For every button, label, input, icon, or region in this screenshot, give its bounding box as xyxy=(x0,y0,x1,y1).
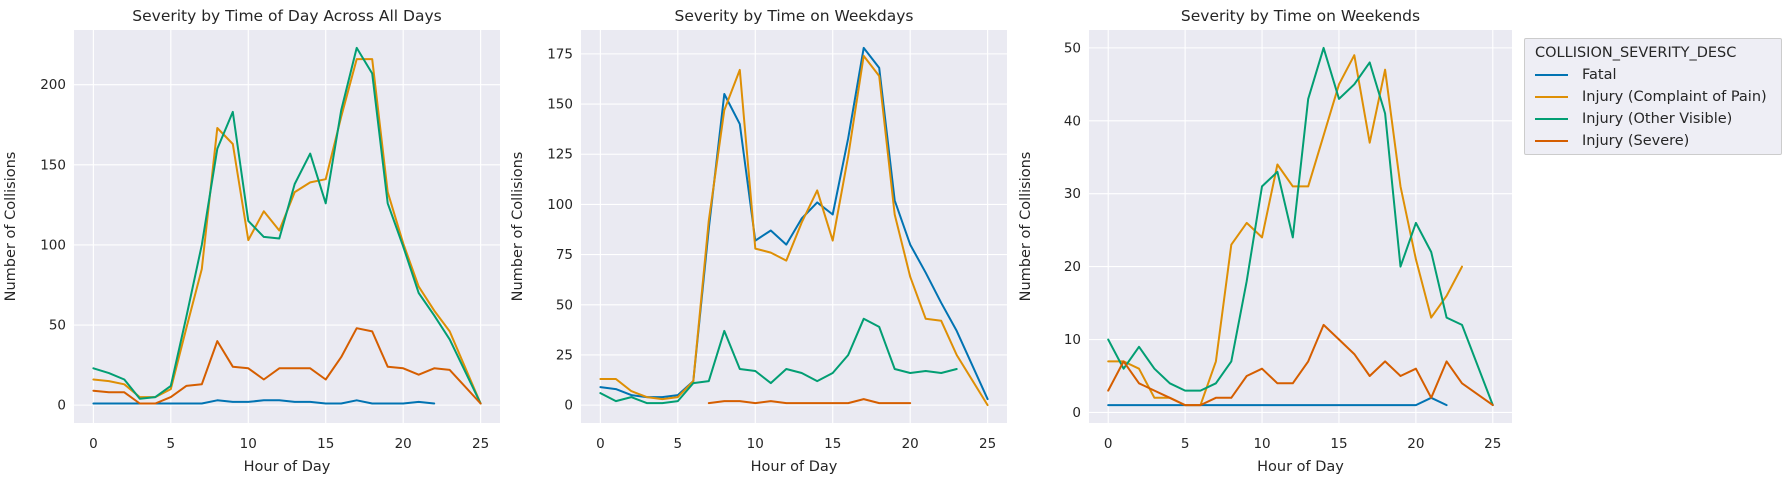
legend-item-label: Injury (Complaint of Pain) xyxy=(1582,89,1767,105)
y-tick-label: 200 xyxy=(40,77,66,93)
chart-title: Severity by Time on Weekdays xyxy=(674,7,913,25)
y-tick-label: 0 xyxy=(1072,405,1081,421)
y-tick-label: 100 xyxy=(547,197,573,213)
y-tick-label: 20 xyxy=(1064,259,1081,275)
y-tick-label: 50 xyxy=(49,318,66,334)
plot-area xyxy=(1089,30,1512,423)
y-tick-label: 100 xyxy=(40,237,66,253)
y-axis-label: Number of Collisions xyxy=(3,152,19,302)
y-tick-label: 50 xyxy=(1064,40,1081,56)
y-tick-label: 10 xyxy=(1064,332,1081,348)
plot-area xyxy=(581,30,1007,423)
y-axis-label: Number of Collisions xyxy=(510,152,526,302)
legend: COLLISION_SEVERITY_DESC Fatal Injury (Com… xyxy=(1524,38,1782,155)
x-axis-label: Hour of Day xyxy=(1257,459,1344,475)
series-line-injury-other-visible xyxy=(599,317,958,405)
legend-line-swatch-icon xyxy=(1535,139,1568,143)
legend-item: Injury (Complaint of Pain) xyxy=(1533,86,1773,108)
chart-1: 0 5 10 15 20 25 0 25 50 75 100 125 150 175 Severity by… xyxy=(510,7,1007,475)
legend-item: Fatal xyxy=(1533,64,1773,86)
x-tick-label: 15 xyxy=(824,436,841,452)
y-tick-label: 150 xyxy=(40,157,66,173)
series-line-injury-severe xyxy=(1107,323,1494,407)
x-tick-label: 20 xyxy=(395,436,412,452)
y-tick-label: 40 xyxy=(1064,113,1081,129)
x-tick-label: 10 xyxy=(240,436,257,452)
x-tick-label: 25 xyxy=(1484,436,1501,452)
legend-line-swatch-icon xyxy=(1535,95,1568,99)
x-tick-label: 0 xyxy=(1104,436,1113,452)
x-axis-label: Hour of Day xyxy=(244,459,331,475)
legend-title: COLLISION_SEVERITY_DESC xyxy=(1535,45,1737,61)
y-tick-label: 175 xyxy=(547,46,573,62)
series-line-fatal xyxy=(599,46,989,401)
y-tick-label: 0 xyxy=(564,398,573,414)
x-tick-label: 15 xyxy=(317,436,334,452)
series-line-injury-severe xyxy=(707,398,912,405)
legend-item-label: Fatal xyxy=(1582,67,1617,83)
x-axis-label: Hour of Day xyxy=(751,459,838,475)
chart-title: Severity by Time on Weekends xyxy=(1181,7,1420,25)
chart-2: 0 5 10 15 20 25 0 10 20 30 40 50 Severity by Time on… xyxy=(1018,7,1512,475)
legend-items: Fatal Injury (Complaint of Pain) Injury (O… xyxy=(1533,64,1773,152)
legend-line-swatch-icon xyxy=(1535,117,1568,121)
plot-area xyxy=(74,30,500,423)
legend-item-label: Injury (Other Visible) xyxy=(1582,111,1733,127)
y-axis-label: Number of Collisions xyxy=(1018,152,1034,302)
chart-0: 0 5 10 15 20 25 0 50 100 150 200 Severity by Time o… xyxy=(3,7,500,475)
y-tick-label: 30 xyxy=(1064,186,1081,202)
x-tick-label: 15 xyxy=(1330,436,1347,452)
x-tick-label: 25 xyxy=(979,436,996,452)
series-line-injury-complaint-of-pain xyxy=(1107,54,1463,407)
chart-title: Severity by Time of Day Across All Days xyxy=(132,7,441,25)
x-tick-label: 10 xyxy=(747,436,764,452)
x-tick-label: 0 xyxy=(89,436,98,452)
legend-line-swatch-icon xyxy=(1535,73,1568,77)
y-tick-label: 75 xyxy=(556,247,573,263)
y-tick-label: 0 xyxy=(57,398,66,414)
x-tick-label: 5 xyxy=(1181,436,1190,452)
x-tick-label: 25 xyxy=(472,436,489,452)
series-line-injury-other-visible xyxy=(92,46,482,405)
x-tick-label: 5 xyxy=(167,436,176,452)
x-tick-label: 5 xyxy=(674,436,683,452)
x-tick-label: 20 xyxy=(902,436,919,452)
legend-item-label: Injury (Severe) xyxy=(1582,133,1690,149)
x-tick-label: 0 xyxy=(596,436,605,452)
legend-item: Injury (Other Visible) xyxy=(1533,108,1773,130)
legend-item: Injury (Severe) xyxy=(1533,130,1773,152)
x-tick-label: 10 xyxy=(1253,436,1270,452)
series-line-injury-other-visible xyxy=(1107,46,1494,407)
x-tick-label: 20 xyxy=(1407,436,1424,452)
y-tick-label: 125 xyxy=(547,147,573,163)
series-line-injury-complaint-of-pain xyxy=(599,54,989,407)
y-tick-label: 50 xyxy=(556,297,573,313)
y-tick-label: 25 xyxy=(556,347,573,363)
y-tick-label: 150 xyxy=(547,97,573,113)
series-line-fatal xyxy=(1107,396,1448,407)
series-line-injury-severe xyxy=(92,327,482,405)
